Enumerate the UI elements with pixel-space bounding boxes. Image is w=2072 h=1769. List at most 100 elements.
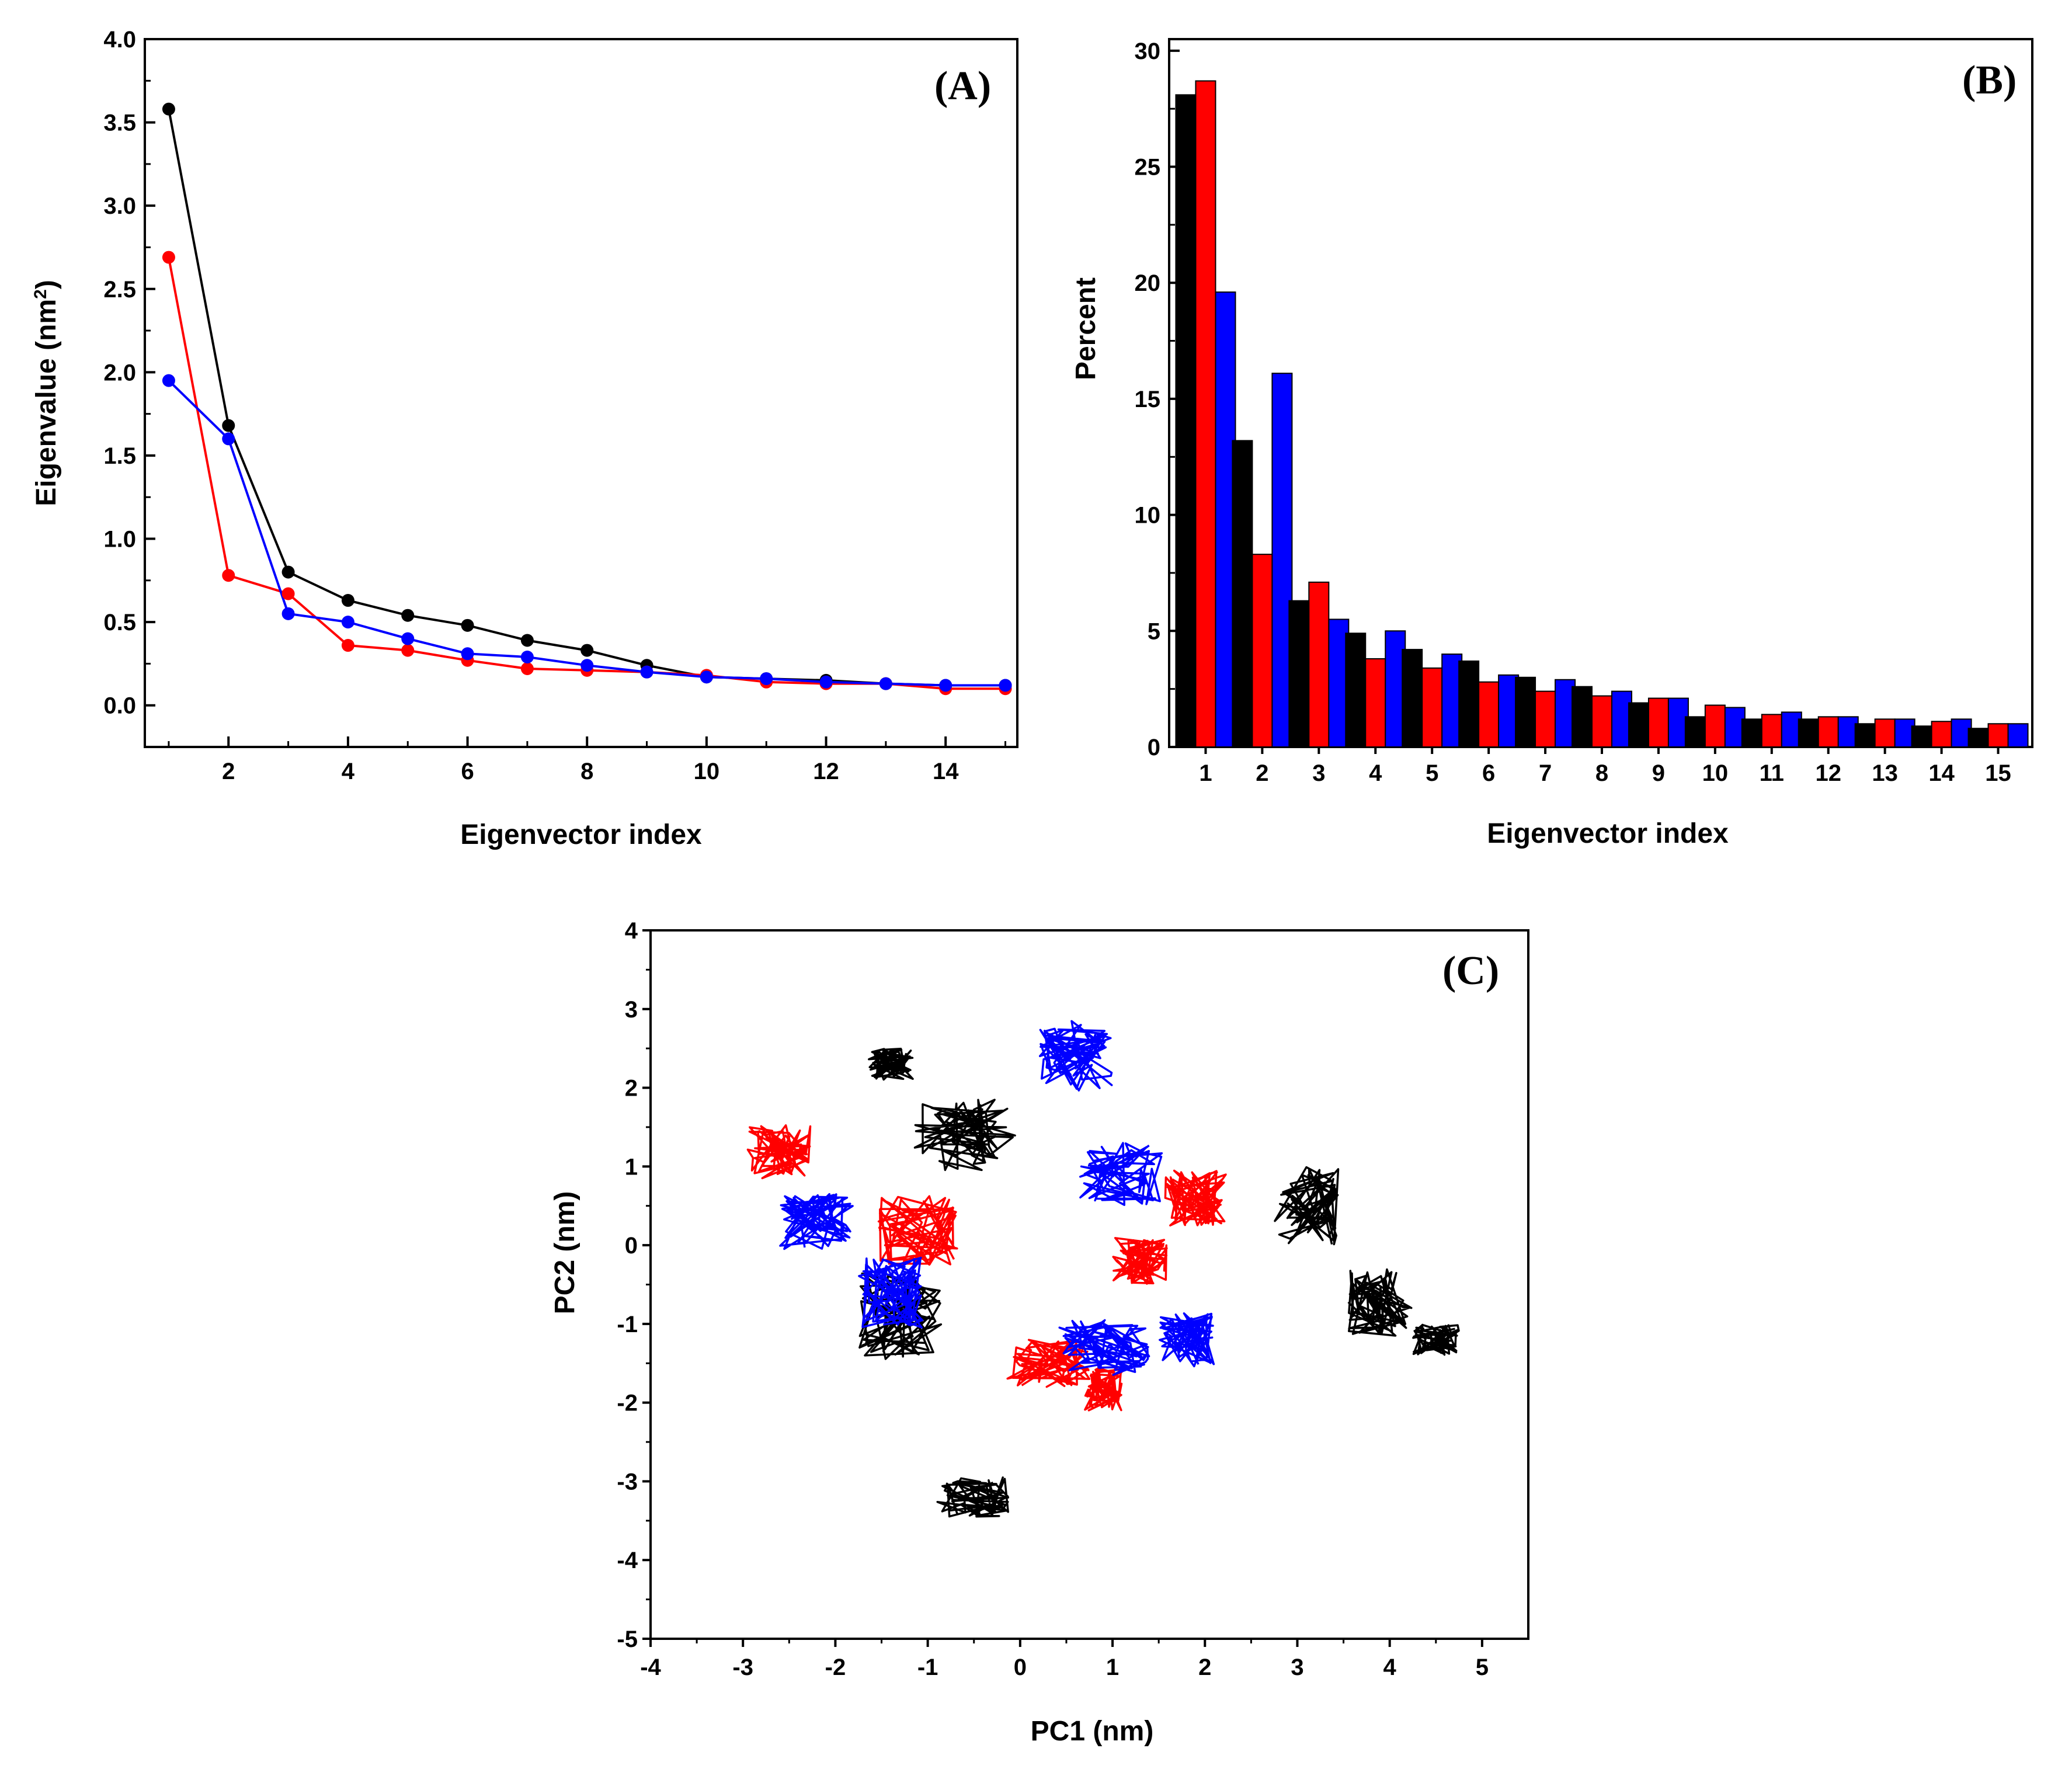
x-tick-label: 12 [813, 759, 839, 784]
trajectory-blue [1038, 1020, 1113, 1092]
panel-a-ylabel: Eigenvalue (nm2) [31, 280, 62, 506]
bar-blue [1271, 373, 1293, 748]
panel-a-ylabel-main: Eigenvalue (nm [31, 299, 62, 506]
trajectory-blue [1159, 1312, 1215, 1368]
bar-red [1647, 697, 1669, 748]
bar-black [1854, 723, 1876, 748]
trajectory-black [1347, 1268, 1413, 1337]
x-tick-label: 12 [1815, 760, 1841, 786]
panel-c-ylabel: PC2 (nm) [550, 1191, 580, 1315]
x-tick-label: 4 [1369, 760, 1382, 786]
bar-red [1478, 681, 1500, 748]
x-tick-label: 15 [1985, 760, 2011, 786]
x-tick-label: 7 [1539, 760, 1552, 786]
data-point-blue [162, 374, 175, 387]
bar-black [1515, 676, 1536, 748]
bar-red [1251, 554, 1273, 748]
data-point-red [401, 644, 415, 657]
trajectory-red [1112, 1237, 1168, 1285]
series-line-red [167, 257, 1006, 690]
x-tick-label: 6 [461, 759, 474, 784]
y-tick-label: 2 [625, 1076, 638, 1101]
y-tick-label: 2.0 [103, 360, 136, 385]
series-line-blue [168, 380, 1006, 687]
data-point-blue [819, 675, 833, 689]
x-tick-label: 2 [222, 759, 235, 784]
bar-black [1798, 718, 1819, 748]
data-point-red [222, 569, 235, 582]
x-tick-label: 8 [580, 759, 593, 784]
x-tick-label: 6 [1482, 760, 1495, 786]
x-tick-label: 14 [933, 759, 959, 784]
x-tick-label: 11 [1760, 760, 1784, 786]
bar-red [1761, 714, 1782, 748]
bar-black [1345, 632, 1367, 748]
bar-red [1591, 695, 1612, 748]
trajectory-red [1084, 1366, 1123, 1412]
bar-black [1967, 728, 1989, 748]
panel-c-trajectories [746, 1020, 1460, 1518]
y-tick-label: 3 [625, 997, 638, 1023]
panel-b-label: (B) [1962, 58, 2017, 103]
y-tick-label: 5 [1148, 618, 1160, 644]
bar-black [1232, 440, 1253, 748]
bar-red [1931, 721, 1952, 748]
y-tick-label: 30 [1135, 39, 1161, 64]
y-tick-label: -5 [617, 1626, 638, 1652]
y-tick-label: -1 [617, 1312, 638, 1337]
y-tick-label: 4.0 [103, 27, 136, 53]
trajectory-black [936, 1476, 1010, 1518]
x-tick-label: 8 [1595, 760, 1608, 786]
bar-black [1628, 702, 1649, 748]
y-tick-label: 3.0 [103, 193, 136, 219]
trajectory-blue [1058, 1319, 1150, 1376]
panel-a: 2 4 6 8 10 12 14 0.0 0.5 1.0 1.5 2.0 2.5 3.0 3.5 4.0 (A… [31, 27, 1018, 850]
bar-black [1288, 600, 1310, 748]
x-tick-label: 13 [1872, 760, 1898, 786]
x-tick-label: 3 [1291, 1655, 1303, 1680]
data-point-red [281, 587, 295, 600]
data-point-black [461, 618, 474, 632]
y-tick-label: 15 [1135, 387, 1161, 412]
data-point-blue [580, 659, 594, 672]
panel-a-ticks: 2 4 6 8 10 12 14 0.0 0.5 1.0 1.5 2.0 2.5 3.0 3.5 4.0 [103, 27, 1007, 784]
data-point-blue [879, 677, 892, 690]
y-tick-label: 4 [625, 918, 638, 944]
data-point-black [520, 634, 534, 647]
trajectory-red [1164, 1169, 1227, 1227]
panel-a-xlabel: Eigenvector index [460, 819, 702, 850]
panel-b-xlabel: Eigenvector index [1487, 818, 1729, 849]
y-tick-label: 0.0 [103, 693, 136, 719]
data-point-blue [640, 665, 653, 679]
x-tick-label: -3 [732, 1655, 753, 1680]
bar-black [1684, 716, 1706, 748]
x-tick-label: 9 [1652, 760, 1665, 786]
bar-black [1741, 718, 1762, 748]
y-tick-label: -2 [617, 1391, 638, 1416]
trajectory-blue [779, 1193, 854, 1250]
data-point-blue [999, 679, 1012, 692]
trajectory-blue [858, 1256, 924, 1329]
data-point-blue [700, 670, 713, 684]
bar-black [1458, 660, 1480, 748]
trajectory-black [1412, 1323, 1460, 1356]
data-point-blue [401, 632, 415, 645]
x-tick-label: 5 [1426, 760, 1438, 786]
x-tick-label: 2 [1256, 760, 1268, 786]
y-tick-label: 10 [1135, 503, 1161, 529]
y-tick-label: 1.5 [103, 443, 136, 469]
bar-black [1572, 686, 1593, 748]
data-point-black [281, 565, 295, 579]
data-point-black [341, 594, 354, 607]
y-tick-label: 2.5 [103, 277, 136, 303]
bar-red [1817, 716, 1839, 748]
x-tick-label: 2 [1198, 1655, 1211, 1680]
bar-red [1535, 690, 1556, 748]
x-tick-label: 10 [694, 759, 720, 784]
x-tick-label: 1 [1199, 760, 1212, 786]
bar-black [1402, 649, 1423, 748]
panel-a-label: (A) [934, 64, 991, 109]
